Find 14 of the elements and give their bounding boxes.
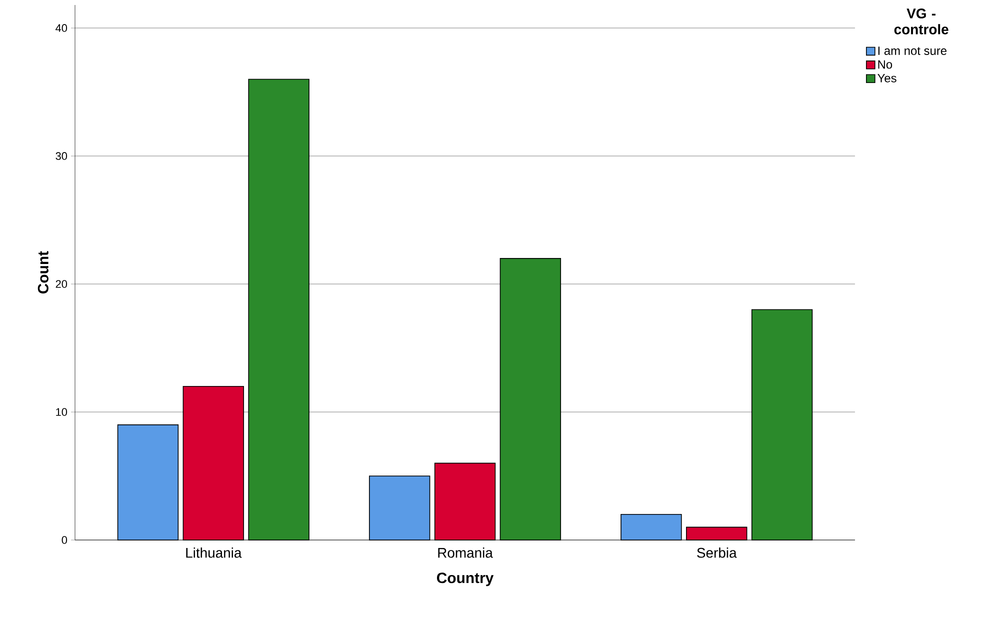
- legend-label: No: [878, 60, 892, 69]
- legend-label: Yes: [878, 74, 896, 82]
- legend-title: VG - controle: [894, 8, 948, 34]
- x-tick-label: Serbia: [697, 548, 737, 558]
- y-tick-label: 20: [56, 280, 68, 288]
- y-tick-label: 10: [56, 408, 68, 416]
- y-tick-label: 0: [62, 536, 68, 544]
- x-tick-label: Lithuania: [186, 548, 242, 558]
- y-tick-label: 40: [56, 24, 68, 32]
- x-axis-title: Country: [436, 572, 494, 586]
- y-tick-label: 30: [56, 152, 68, 160]
- x-tick-label: Romania: [438, 548, 493, 558]
- legend-label: I am not sure: [878, 46, 947, 55]
- y-axis-title: Count: [38, 251, 48, 294]
